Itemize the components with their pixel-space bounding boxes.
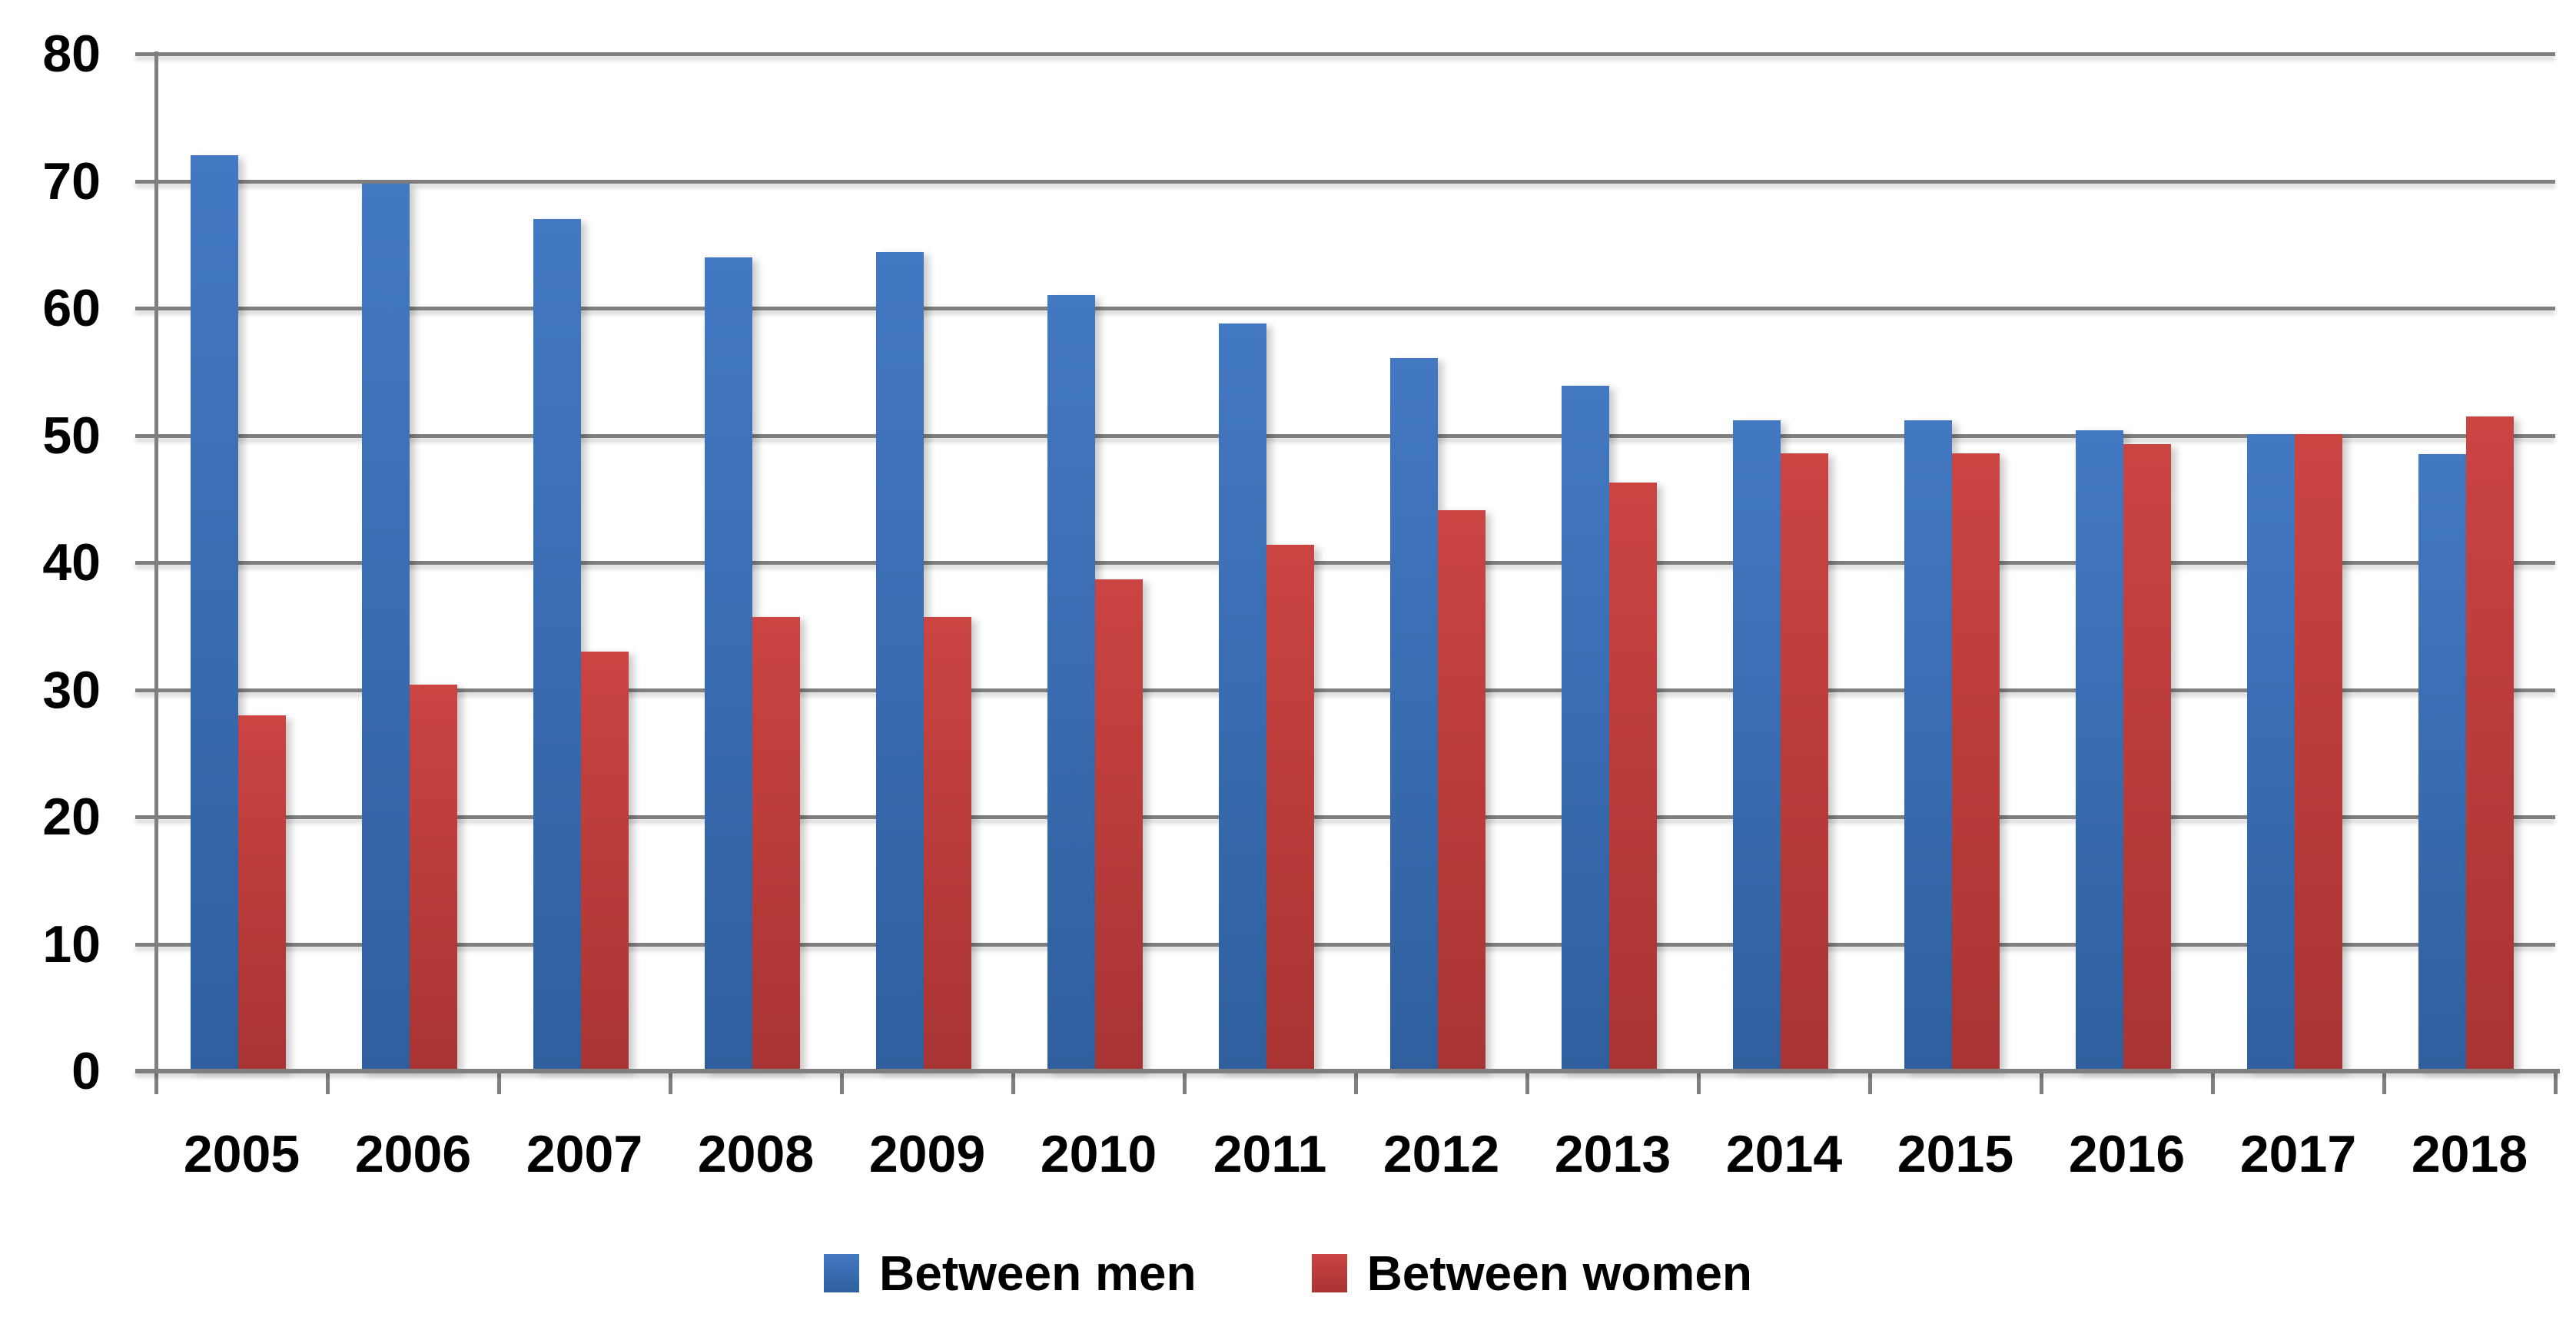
x-tick-mark: [2211, 1071, 2215, 1094]
x-tick-mark: [1354, 1071, 1358, 1094]
x-tick-mark: [1011, 1071, 1015, 1094]
bar-women-2014: [1781, 453, 1828, 1071]
bar-men-2010: [1047, 295, 1095, 1071]
plot-area: 0 10 20 30 40 50 60 70 80 2005 2006 2007 2008 2009 201…: [42, 28, 2560, 1180]
legend-label-men: Between men: [879, 1246, 1197, 1301]
y-tick-label-20: 20: [42, 788, 101, 846]
x-tick-mark: [840, 1071, 844, 1094]
bar-men-2006: [362, 183, 410, 1071]
y-tick-label-30: 30: [42, 660, 101, 719]
x-tick-mark: [1183, 1071, 1187, 1094]
gridline-70: [135, 179, 2555, 184]
gridline-50: [135, 433, 2555, 438]
x-tick-mark: [669, 1071, 672, 1094]
bar-group-2009: [842, 54, 1013, 1071]
bar-men-2007: [533, 219, 581, 1071]
legend-label-women: Between women: [1366, 1246, 1752, 1301]
gridline-40: [135, 561, 2555, 565]
bar-group-2018: [2384, 54, 2555, 1071]
x-axis-line: [135, 1069, 2560, 1073]
bar-men-2005: [191, 155, 238, 1071]
x-tick-label-2012: 2012: [1383, 1125, 1500, 1183]
x-tick-label-2015: 2015: [1897, 1125, 2014, 1183]
bar-men-2012: [1390, 357, 1438, 1071]
x-tick-label-2016: 2016: [2068, 1125, 2186, 1183]
bar-group-2006: [327, 54, 499, 1071]
x-tick-label-2014: 2014: [1725, 1125, 1843, 1183]
y-tick-label-80: 80: [42, 25, 101, 83]
bar-men-2008: [705, 257, 752, 1071]
gridline-80: [135, 52, 2555, 56]
x-tick-mark: [154, 1071, 158, 1094]
bar-group-2014: [1698, 54, 1870, 1071]
bar-group-2015: [1870, 54, 2041, 1071]
bar-women-2005: [238, 715, 286, 1071]
x-tick-mark: [2554, 1071, 2558, 1094]
x-tick-label-2013: 2013: [1554, 1125, 1671, 1183]
x-tick-mark: [2040, 1071, 2043, 1094]
bar-women-2010: [1095, 579, 1143, 1071]
bar-group-2012: [1356, 54, 1527, 1071]
bar-men-2011: [1219, 323, 1266, 1071]
y-axis-line: [154, 51, 158, 1094]
bar-group-2008: [670, 54, 842, 1071]
legend: Between men Between women: [0, 1248, 2576, 1299]
x-tick-mark: [1868, 1071, 1872, 1094]
gridline-30: [135, 688, 2555, 692]
bar-men-2016: [2076, 430, 2123, 1071]
x-tick-label-2008: 2008: [697, 1125, 815, 1183]
bar-women-2015: [1952, 453, 2000, 1071]
gridline-60: [135, 307, 2555, 310]
bar-women-2017: [2295, 433, 2342, 1071]
y-tick-label-10: 10: [42, 914, 101, 974]
bar-men-2013: [1562, 385, 1609, 1071]
bar-women-2012: [1438, 510, 1486, 1071]
bar-group-2005: [156, 54, 327, 1071]
bar-men-2018: [2418, 454, 2466, 1071]
legend-swatch-men: [824, 1254, 859, 1292]
bar-group-2016: [2041, 54, 2213, 1071]
x-tick-mark: [1525, 1071, 1529, 1094]
x-tick-mark: [1697, 1071, 1701, 1094]
x-tick-label-2005: 2005: [183, 1125, 300, 1183]
legend-item-women: Between women: [1311, 1246, 1752, 1301]
y-tick-label-50: 50: [42, 406, 101, 465]
bar-women-2007: [581, 651, 629, 1071]
bar-group-2010: [1013, 54, 1184, 1071]
bar-women-2016: [2123, 444, 2171, 1071]
bar-women-2008: [752, 617, 800, 1071]
y-tick-label-70: 70: [42, 151, 101, 211]
legend-swatch-women: [1311, 1254, 1347, 1292]
x-tick-mark: [326, 1071, 330, 1094]
bar-women-2009: [924, 617, 971, 1071]
x-tick-label-2007: 2007: [526, 1125, 643, 1183]
bar-women-2018: [2466, 416, 2514, 1071]
bar-men-2017: [2247, 433, 2295, 1071]
x-tick-mark: [2382, 1071, 2386, 1094]
bar-group-2011: [1184, 54, 1356, 1071]
x-tick-label-2018: 2018: [2411, 1125, 2528, 1183]
bar-group-2013: [1527, 54, 1698, 1071]
x-tick-label-2010: 2010: [1040, 1125, 1157, 1183]
bar-group-2007: [499, 54, 670, 1071]
bar-women-2013: [1609, 482, 1657, 1071]
x-tick-label-2011: 2011: [1213, 1125, 1327, 1183]
bar-women-2006: [410, 684, 457, 1071]
legend-item-men: Between men: [824, 1248, 1197, 1299]
gridline-20: [135, 815, 2555, 819]
bar-women-2011: [1266, 544, 1314, 1071]
bar-men-2009: [876, 252, 924, 1071]
y-tick-label-0: 0: [71, 1042, 101, 1100]
y-tick-label-40: 40: [42, 533, 101, 592]
x-tick-mark: [497, 1071, 501, 1094]
x-tick-label-2006: 2006: [354, 1125, 472, 1183]
x-tick-label-2017: 2017: [2239, 1125, 2357, 1183]
x-tick-label-2009: 2009: [868, 1125, 986, 1183]
gridline-10: [135, 942, 2555, 947]
y-tick-label-60: 60: [42, 279, 101, 337]
bar-group-2017: [2213, 54, 2384, 1071]
bar-men-2014: [1733, 420, 1781, 1071]
bar-men-2015: [1904, 420, 1952, 1071]
